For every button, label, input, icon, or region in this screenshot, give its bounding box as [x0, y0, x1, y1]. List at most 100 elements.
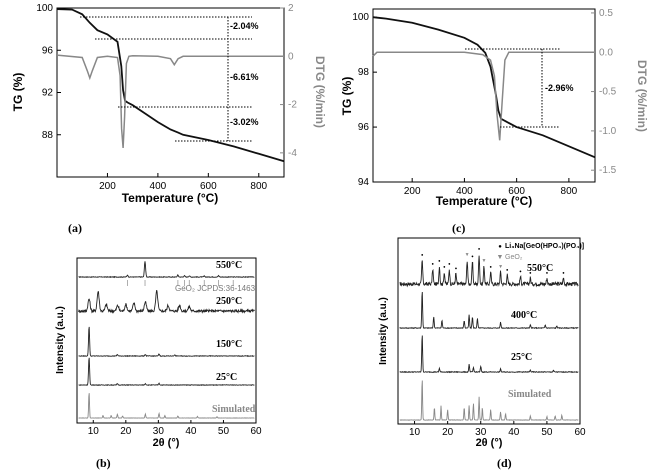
phase-marker: ●: [432, 261, 435, 266]
panel-d-series: [399, 255, 579, 421]
phase-marker: ●: [506, 267, 509, 272]
panel-a-ylabel: TG (%): [11, 73, 25, 112]
x-tick-label: 600: [200, 181, 217, 192]
y2-tick-label: -1.0: [599, 126, 617, 137]
annotation-loss-1: -2.04%: [230, 21, 259, 31]
panel-a: 200 400 600 800 100 96 92 88 2 0 -2 -4 -2.04% -6.…: [11, 3, 327, 235]
y2-tick-label: 0.0: [599, 47, 613, 58]
x-tick-label: 200: [404, 186, 421, 197]
legend-marker-main: ●: [498, 244, 502, 250]
panel-d: 10 20 30 40 50 60 ●●●●●●▼ ●●▼● ▼ ● ● ● ● ● ● Li₃Na[G…: [378, 237, 586, 470]
panel-a-y2label: DTG (%/min): [313, 56, 327, 128]
panel-b-label: (b): [96, 456, 111, 470]
annotation-loss-2: -6.61%: [230, 72, 259, 82]
panel-c-ylabel: TG (%): [340, 77, 354, 116]
phase-marker: ●: [519, 269, 522, 274]
xrd-pattern: [399, 291, 579, 330]
x-tick-label: 10: [88, 426, 100, 437]
tg-curve: [372, 16, 596, 159]
phase-marker: ●: [443, 264, 446, 269]
tg-curve: [56, 8, 285, 163]
dtg-curve: [372, 51, 595, 141]
xrd-pattern: [78, 290, 255, 314]
panel-d-phase-markers: ●●●●●●▼ ●●▼● ▼ ● ● ● ● ●: [421, 246, 565, 275]
xrd-pattern: [78, 393, 255, 419]
panel-b-series: [78, 261, 255, 419]
panel-a-label: (a): [68, 221, 82, 235]
y2-tick-label: 0: [288, 51, 294, 62]
y2-tick-label: -0.5: [599, 87, 617, 98]
panel-d-xlabel: 2θ (°): [476, 437, 503, 449]
annotation-loss-3: -3.02%: [230, 117, 259, 127]
panel-b-x-ticks: 10 20 30 40 50 60: [88, 420, 262, 437]
y2-tick-label: -2: [288, 100, 297, 111]
panel-c-y2label: DTG (%/min): [635, 60, 649, 132]
panel-a-xlabel: Temperature (°C): [122, 191, 219, 205]
geo2-marker: ▼: [482, 259, 487, 264]
x-tick-label: 50: [541, 427, 553, 438]
y-tick-label: 100: [36, 3, 53, 14]
x-tick-label: 20: [442, 427, 454, 438]
y-tick-label: 96: [42, 45, 54, 56]
phase-marker: ●: [438, 258, 441, 263]
pattern-label-400: 400°C: [511, 310, 537, 321]
phase-marker: ●: [489, 264, 492, 269]
x-tick-label: 50: [218, 426, 230, 437]
xrd-pattern: [78, 357, 255, 387]
pattern-label-simulated: Simulated: [508, 389, 552, 400]
x-tick-label: 400: [456, 186, 473, 197]
panel-c-xlabel: Temperature (°C): [436, 194, 533, 208]
x-tick-label: 60: [574, 427, 586, 438]
x-tick-label: 30: [475, 427, 487, 438]
panel-d-x-ticks: 10 20 30 40 50 60: [409, 421, 586, 438]
pattern-label-550: 550°C: [527, 263, 553, 274]
phase-marker: ●: [448, 261, 451, 266]
y-tick-label: 94: [358, 177, 370, 188]
x-tick-label: 400: [150, 181, 167, 192]
pattern-label-25: 25°C: [511, 352, 532, 363]
panel-a-series: [56, 8, 285, 163]
legend-marker-geo2: ▼: [497, 254, 504, 261]
pattern-label-250: 250°C: [216, 296, 242, 307]
x-tick-label: 10: [409, 427, 421, 438]
geo2-marker: ▼: [498, 265, 503, 270]
x-tick-label: 800: [250, 181, 267, 192]
panel-a-y-ticks: 100 96 92 88: [36, 3, 61, 141]
xrd-pattern: [78, 326, 255, 358]
panel-a-x-ticks: 200 400 600 800: [99, 173, 268, 192]
panel-c-series: [372, 16, 596, 159]
panel-b: 10 20 30 40 50 60 550°C GeO₂ JCPDS:36-1463 25…: [55, 257, 262, 470]
panel-b-reference-ticks: [127, 280, 234, 286]
panel-a-guides: [80, 16, 252, 142]
pattern-label-150: 150°C: [216, 339, 242, 350]
y2-tick-label: 2: [288, 3, 294, 14]
panel-b-frame: [76, 257, 257, 424]
y-tick-label: 96: [358, 122, 370, 133]
x-tick-label: 60: [250, 426, 262, 437]
panel-d-label: (d): [497, 456, 512, 470]
legend-label-geo2: GeO₂: [505, 254, 523, 261]
x-tick-label: 30: [153, 426, 165, 437]
y-tick-label: 100: [352, 12, 369, 23]
y2-tick-label: -4: [288, 148, 297, 159]
x-tick-label: 40: [185, 426, 197, 437]
annotation-loss-c: -2.96%: [545, 83, 574, 93]
geo2-marker: ▼: [465, 253, 470, 258]
x-tick-label: 40: [508, 427, 520, 438]
dtg-curve: [56, 54, 284, 149]
reference-label: GeO₂ JCPDS:36-1463: [175, 284, 256, 293]
x-tick-label: 800: [561, 186, 578, 197]
phase-marker: ●: [421, 252, 424, 257]
panel-b-xlabel: 2θ (°): [153, 437, 180, 449]
panel-a-y2-ticks: 2 0 -2 -4: [280, 3, 297, 159]
x-tick-label: 200: [99, 181, 116, 192]
phase-marker: ●: [546, 270, 549, 275]
y2-tick-label: 0.5: [599, 8, 613, 19]
x-tick-label: 20: [120, 426, 132, 437]
y2-tick-label: -1.5: [599, 165, 617, 176]
y-tick-label: 88: [42, 130, 54, 141]
panel-c-x-ticks: 200 400 600 800: [404, 178, 578, 197]
pattern-label-25: 25°C: [216, 372, 237, 383]
phase-marker: ●: [471, 254, 474, 259]
